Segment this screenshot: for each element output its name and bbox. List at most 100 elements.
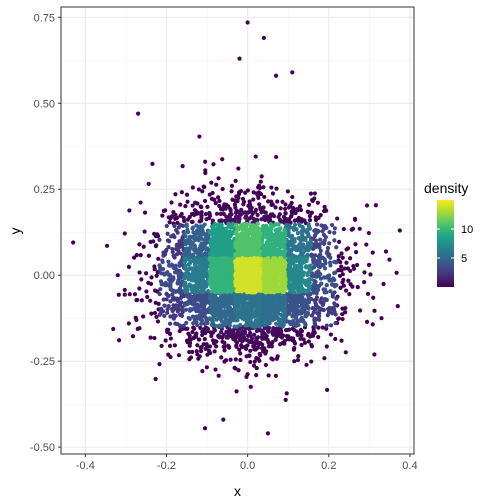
data-point [175,220,180,225]
data-point [338,285,343,290]
data-point [364,319,370,324]
data-point [293,309,298,314]
data-point [148,298,153,303]
data-point [225,299,230,305]
data-point [248,240,253,245]
data-point [308,238,313,244]
data-point [116,292,121,297]
data-point [332,226,337,231]
data-point [272,274,278,279]
data-point [271,290,277,295]
data-point [160,309,166,314]
data-point [276,222,281,227]
data-point [238,189,244,194]
data-point [322,356,327,361]
data-point [209,318,214,323]
data-point [272,248,277,253]
data-point [270,339,275,345]
data-point [341,226,346,232]
data-point [215,264,220,269]
data-point [365,291,371,297]
data-point [132,255,137,260]
data-point [209,196,214,201]
data-point [324,290,329,295]
data-point [217,305,222,310]
data-point [198,274,204,279]
data-point [227,281,233,287]
data-point [290,205,296,210]
data-point [280,199,285,204]
data-point [209,310,214,315]
data-point [379,316,384,321]
data-point [327,241,332,246]
data-point [332,259,337,265]
data-point [270,237,275,242]
data-point [275,199,280,204]
data-point [270,300,275,305]
data-point [164,248,169,253]
data-point [188,294,194,299]
data-point [206,288,211,294]
data-point [296,277,301,282]
data-point [212,270,217,275]
data-point [214,257,220,263]
data-point [160,258,165,263]
data-point [254,191,259,196]
data-point [243,233,248,239]
data-point [287,311,292,316]
data-point [134,253,139,258]
data-point [288,270,293,275]
data-point [279,252,284,257]
data-point [175,230,180,235]
data-point [176,353,182,358]
data-point [321,263,326,268]
data-point [340,255,345,260]
data-point [162,313,167,318]
data-point [233,210,239,215]
data-point [225,259,230,264]
data-point [151,239,156,244]
data-point [269,272,274,277]
data-point [257,202,262,207]
data-point [214,344,219,349]
data-point [152,310,158,316]
data-point [322,241,327,246]
data-point [185,199,190,204]
data-point [169,275,174,280]
data-point [259,334,264,340]
data-point [324,323,329,328]
data-point [182,301,187,306]
data-point [153,376,158,382]
data-point [255,227,260,233]
data-point [199,215,204,220]
data-point [217,290,222,295]
data-point [368,272,373,277]
data-point [290,247,295,252]
data-point [291,227,297,233]
data-point [312,321,317,326]
data-point [180,308,185,313]
data-point [196,187,202,192]
data-point [167,321,173,326]
data-point [257,351,262,357]
data-point [325,246,331,251]
data-point [336,254,341,259]
data-point [266,314,271,319]
data-point [247,303,253,308]
data-point [228,305,233,311]
data-point [373,203,378,208]
data-point [238,322,243,328]
data-point [299,235,304,241]
data-point [182,218,187,224]
data-point [338,260,343,265]
data-point [283,211,288,216]
data-point [254,373,259,378]
data-point [282,269,287,275]
data-point [297,204,303,209]
data-point [160,213,165,218]
data-point [178,251,184,256]
data-point [199,210,204,215]
data-point [256,356,261,362]
data-point [237,301,242,306]
data-point [205,352,210,357]
